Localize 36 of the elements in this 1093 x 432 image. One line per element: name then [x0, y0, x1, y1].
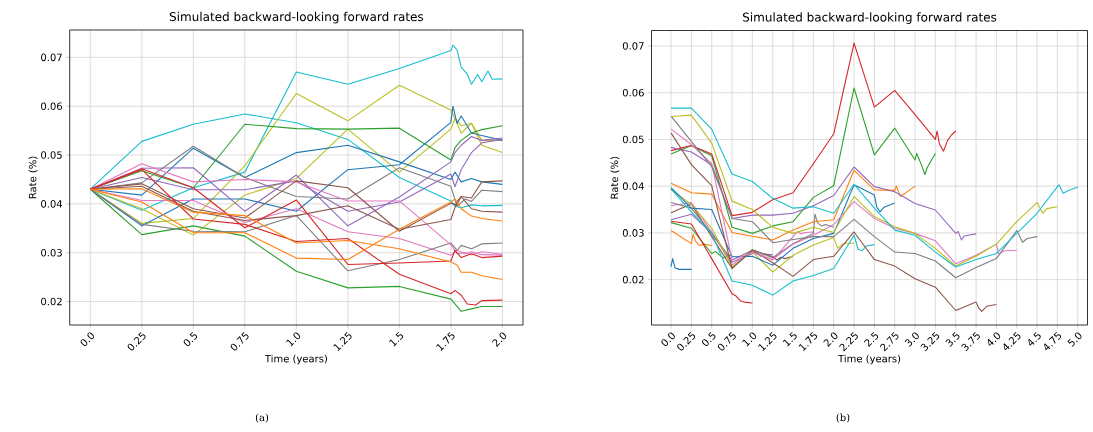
y-tick-label: 0.03 [622, 229, 644, 237]
y-tick-label: 0.07 [41, 53, 62, 62]
x-tick-label: 5.0 [1067, 332, 1082, 347]
x-tick-label: 0.0 [661, 332, 675, 346]
x-tick-label: 3.0 [904, 332, 919, 347]
x-tick-label: 4.0 [987, 332, 1001, 346]
x-tick-label: 3.5 [945, 331, 960, 347]
x-tick-label: 2.0 [823, 332, 838, 347]
x-tick-label: 1.5 [782, 331, 797, 347]
y-tick-label: 0.06 [622, 88, 644, 97]
text: (a) [255, 413, 269, 423]
x-tick-label: 2.0 [492, 332, 507, 347]
y-axis-title: Rate (%) [28, 156, 38, 199]
y-tick-label: 0.06 [41, 102, 63, 110]
chart-title: Simulated backward-looking forward rates [169, 11, 424, 24]
x-tick-label: 1.5 [389, 331, 404, 347]
y-tick-label: 0.05 [41, 151, 62, 159]
x-tick-label: 1.0 [286, 332, 301, 347]
y-tick-label: 0.03 [41, 248, 62, 257]
y-tick-label: 0.04 [41, 200, 63, 208]
x-axis-title: Time (years) [837, 354, 901, 365]
x-tick-label: 0.5 [702, 331, 716, 346]
chart-title: Simulated backward-looking forward rates [742, 12, 997, 24]
x-tick-label: 0.5 [183, 331, 198, 346]
y-axis-title: Rate (%) [610, 156, 620, 199]
x-tick-label: 2.5 [864, 331, 879, 347]
x-tick-label: 4.5 [1028, 331, 1041, 346]
y-tick-label: 0.02 [622, 275, 644, 284]
y-tick-label: 0.02 [41, 297, 62, 306]
text: (b) [836, 413, 850, 423]
x-tick-label: 0.0 [80, 332, 95, 346]
y-tick-label: 0.07 [622, 42, 644, 50]
y-tick-label: 0.04 [622, 182, 644, 190]
x-tick-label: 1.0 [742, 332, 757, 347]
y-tick-label: 0.05 [622, 135, 644, 144]
x-axis-title: Time (years) [264, 354, 327, 365]
